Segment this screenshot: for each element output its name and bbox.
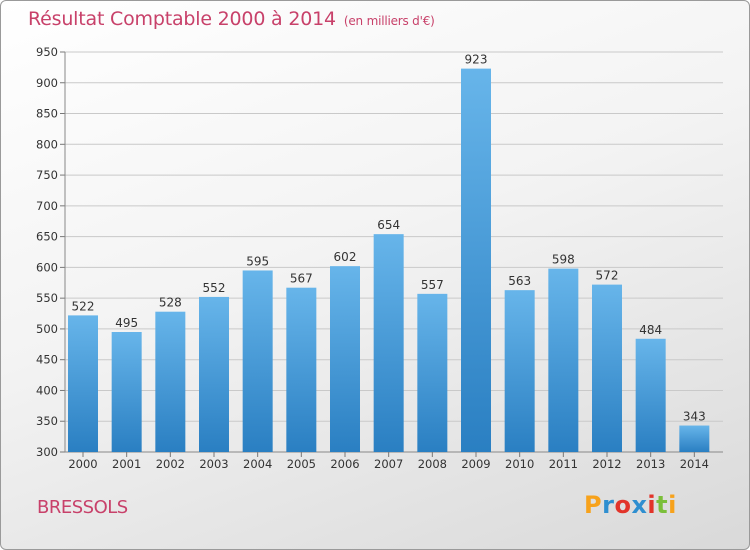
y-tick-label: 850 <box>36 107 58 121</box>
x-tick-label: 2013 <box>636 457 665 471</box>
data-label-2013: 484 <box>639 323 662 337</box>
data-label-2005: 567 <box>290 272 313 286</box>
x-tick-label: 2011 <box>549 457 578 471</box>
data-label-2001: 495 <box>115 316 138 330</box>
bar-2009 <box>461 68 491 452</box>
bar-2001 <box>111 332 142 452</box>
x-tick-label: 2003 <box>199 457 228 471</box>
logo-letter: o <box>614 491 632 519</box>
bar-2006 <box>330 266 360 452</box>
chart-title: Résultat Comptable 2000 à 2014 (en millie… <box>28 8 435 30</box>
y-tick-label: 450 <box>36 353 58 367</box>
x-tick-label: 2001 <box>112 457 141 471</box>
bar-2000 <box>68 315 98 452</box>
x-tick-label: 2010 <box>505 457 534 471</box>
bar-2003 <box>199 296 229 452</box>
x-tick-label: 2012 <box>592 457 621 471</box>
data-label-2011: 598 <box>552 253 575 267</box>
x-tick-label: 2002 <box>156 457 185 471</box>
y-tick-label: 800 <box>36 137 58 151</box>
logo-letter: P <box>584 491 603 519</box>
x-tick-label: 2014 <box>680 457 709 471</box>
logo-letter: i <box>647 491 657 519</box>
y-tick-label: 300 <box>36 445 58 459</box>
y-tick-label: 900 <box>36 76 58 90</box>
y-tick-label: 750 <box>36 168 58 182</box>
y-tick-label: 500 <box>36 322 58 336</box>
x-tick-label: 2000 <box>68 457 97 471</box>
x-tick-label: 2005 <box>287 457 316 471</box>
bar-2010 <box>504 290 535 452</box>
bar-2007 <box>373 234 404 452</box>
y-tick-label: 650 <box>36 230 58 244</box>
data-label-2000: 522 <box>72 299 95 313</box>
y-tick-label: 950 <box>36 45 58 59</box>
y-tick-label: 700 <box>36 199 58 213</box>
logo-letter: x <box>631 491 648 519</box>
x-tick-label: 2007 <box>374 457 403 471</box>
chart-subtitle: (en milliers d'€) <box>343 14 435 28</box>
bar-2002 <box>155 311 186 452</box>
data-label-2008: 557 <box>421 278 444 292</box>
data-label-2004: 595 <box>246 254 269 268</box>
x-tick-label: 2004 <box>243 457 272 471</box>
logo-letter: t <box>656 491 669 519</box>
data-label-2007: 654 <box>377 218 400 232</box>
bar-2004 <box>242 270 273 452</box>
x-tick-label: 2006 <box>330 457 359 471</box>
x-tick-label: 2009 <box>461 457 490 471</box>
bar-2008 <box>417 293 448 452</box>
y-tick-label: 350 <box>36 414 58 428</box>
data-label-2012: 572 <box>596 269 619 283</box>
proxiti-logo: Proxiti <box>584 491 677 519</box>
chart-title-text: Résultat Comptable 2000 à 2014 <box>28 8 336 30</box>
data-label-2003: 552 <box>203 281 226 295</box>
bar-2012 <box>592 284 622 452</box>
x-axis: 2000 2001 2002 2003 2004 2005 2006 2007 2008 2009… <box>68 452 709 471</box>
bar-2005 <box>286 287 317 452</box>
y-tick-label: 550 <box>36 291 58 305</box>
city-name: BRESSOLS <box>37 497 128 518</box>
bar-2011 <box>548 268 579 452</box>
data-label-2009: 923 <box>465 53 488 67</box>
data-label-2006: 602 <box>334 250 357 264</box>
logo-letter: i <box>668 491 677 519</box>
data-label-2002: 528 <box>159 296 182 310</box>
logo-letter: r <box>602 491 615 519</box>
data-label-2010: 563 <box>508 274 531 288</box>
bar-2013 <box>635 338 666 452</box>
bar-2014 <box>679 425 710 452</box>
data-label-2014: 343 <box>683 410 706 424</box>
y-tick-label: 400 <box>36 383 58 397</box>
y-tick-label: 600 <box>36 260 58 274</box>
bars: 522 495 528 552 595 567 602 654 557 923 563 598 572 4… <box>68 53 710 452</box>
x-tick-label: 2008 <box>418 457 447 471</box>
